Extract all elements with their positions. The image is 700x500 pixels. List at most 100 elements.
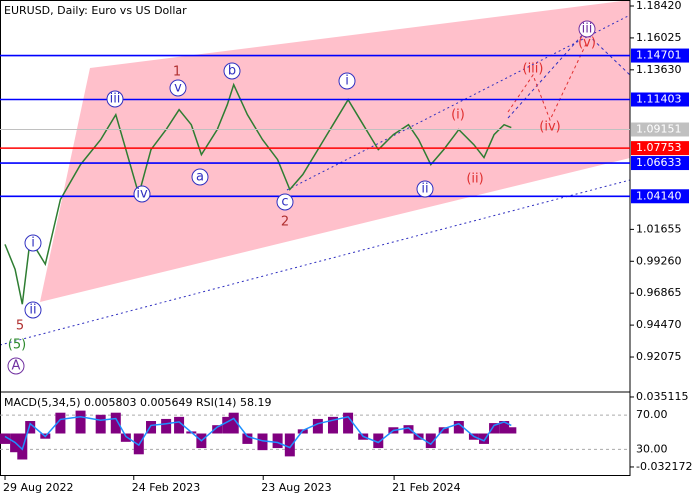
trend-line: [286, 14, 631, 191]
level-box: [631, 92, 689, 107]
macd-bar: [499, 421, 510, 434]
y-tick-label: 1.13630: [636, 63, 682, 76]
wave-circle: [24, 234, 42, 252]
y-tick-label: 0.035115: [636, 390, 689, 403]
wave-label: (v): [578, 36, 596, 51]
indicator-title: MACD(5,34,5) 0.005803 0.005649 RSI(14) 5…: [4, 396, 271, 409]
wave-circle: [133, 185, 151, 203]
wave-label: ii: [29, 303, 36, 318]
macd-bar: [75, 410, 86, 434]
level-label: 1.09151: [636, 122, 682, 135]
wave-circle: [24, 301, 42, 319]
wave-circle: [276, 193, 294, 211]
wave-label: (5): [8, 338, 26, 353]
macd-bar: [425, 433, 436, 449]
wave-label: b: [228, 64, 236, 79]
macd-bar: [17, 433, 28, 460]
wave-circle: [578, 20, 596, 38]
macd-bar: [146, 421, 157, 434]
level-box: [631, 156, 689, 171]
chart-title: EURUSD, Daily: Euro vs US Dollar: [4, 4, 187, 17]
level-label: 1.14701: [636, 49, 682, 62]
macd-bar: [403, 425, 414, 434]
macd-bar: [284, 433, 295, 457]
y2-tick-label: 30.00: [636, 442, 668, 455]
wave-circle: [223, 62, 241, 80]
wave-label: 5: [16, 319, 24, 334]
wave-circle: [416, 180, 434, 198]
wave-label: v: [174, 81, 182, 96]
macd-bar: [257, 433, 268, 451]
wave-label: A: [12, 359, 21, 374]
projection: [507, 41, 588, 122]
y-tick-label: 1.01655: [636, 222, 682, 235]
macd-bar: [479, 433, 490, 444]
macd-bar: [174, 416, 185, 434]
macd-bar: [312, 418, 323, 434]
wave-circle: [169, 79, 187, 97]
y-tick-label: 0.96865: [636, 286, 682, 299]
x-tick-label: 29 Aug 2022: [3, 481, 73, 494]
level-box: [631, 122, 689, 137]
wave-label: i: [31, 236, 35, 251]
wave-label: 2: [281, 215, 289, 230]
macd-bar: [222, 416, 233, 434]
y-tick-label: -0.032172: [636, 460, 692, 473]
y-tick-label: 1.16025: [636, 31, 682, 44]
macd-bar: [228, 412, 239, 434]
wave-label: iii: [582, 22, 593, 37]
level-label: 1.04140: [636, 189, 682, 202]
level-label: 1.11403: [636, 92, 682, 105]
level-box: [631, 141, 689, 156]
level-box: [631, 48, 689, 63]
macd-bar: [327, 416, 338, 434]
y-tick-label: 1.18420: [636, 0, 682, 12]
macd-bar: [212, 425, 223, 434]
wave-label: (iii): [523, 62, 544, 77]
wave-label: iv: [136, 187, 148, 202]
macd-bar: [242, 433, 253, 444]
wave-label: 1: [173, 65, 181, 80]
wave-label: iii: [110, 92, 121, 107]
wave-label: a: [196, 170, 204, 185]
wave-circle: [7, 357, 25, 375]
level-box: [631, 189, 689, 204]
wave-label: (ii): [466, 172, 483, 187]
macd-bar: [120, 433, 131, 442]
x-tick-label: 21 Feb 2024: [392, 481, 460, 494]
macd-bar: [373, 433, 384, 449]
macd-bar: [25, 421, 36, 434]
macd-bar: [161, 418, 172, 434]
macd-bar: [95, 414, 106, 434]
wave-label: i: [345, 74, 349, 89]
macd-bar: [489, 423, 500, 434]
x-tick-label: 24 Feb 2023: [132, 481, 200, 494]
wave-label: (iv): [539, 120, 560, 135]
y-tick-label: 0.99260: [636, 254, 682, 267]
macd-bar: [55, 412, 66, 434]
wave-circle: [191, 168, 209, 186]
macd-bar: [506, 427, 517, 434]
level-label: 1.07753: [636, 141, 682, 154]
y2-tick-label: 70.00: [636, 408, 668, 421]
macd-bar: [0, 433, 11, 444]
plot-frame: [0, 0, 631, 476]
wave-circle: [338, 72, 356, 90]
trend-line: [0, 179, 631, 346]
y-tick-label: 0.94470: [636, 318, 682, 331]
level-label: 1.06633: [636, 156, 682, 169]
macd-bar: [272, 433, 283, 449]
series-line: [4, 82, 512, 305]
wave-label: (i): [451, 108, 465, 123]
x-tick-label: 23 Aug 2023: [261, 481, 331, 494]
channel: [40, 0, 630, 302]
macd-bar: [453, 421, 464, 434]
y-tick-label: 0.92075: [636, 350, 682, 363]
macd-bar: [343, 412, 354, 434]
macd-bar: [110, 412, 121, 434]
wave-circle: [106, 90, 124, 108]
wave-label: ii: [421, 182, 428, 197]
macd-bar: [438, 427, 449, 434]
